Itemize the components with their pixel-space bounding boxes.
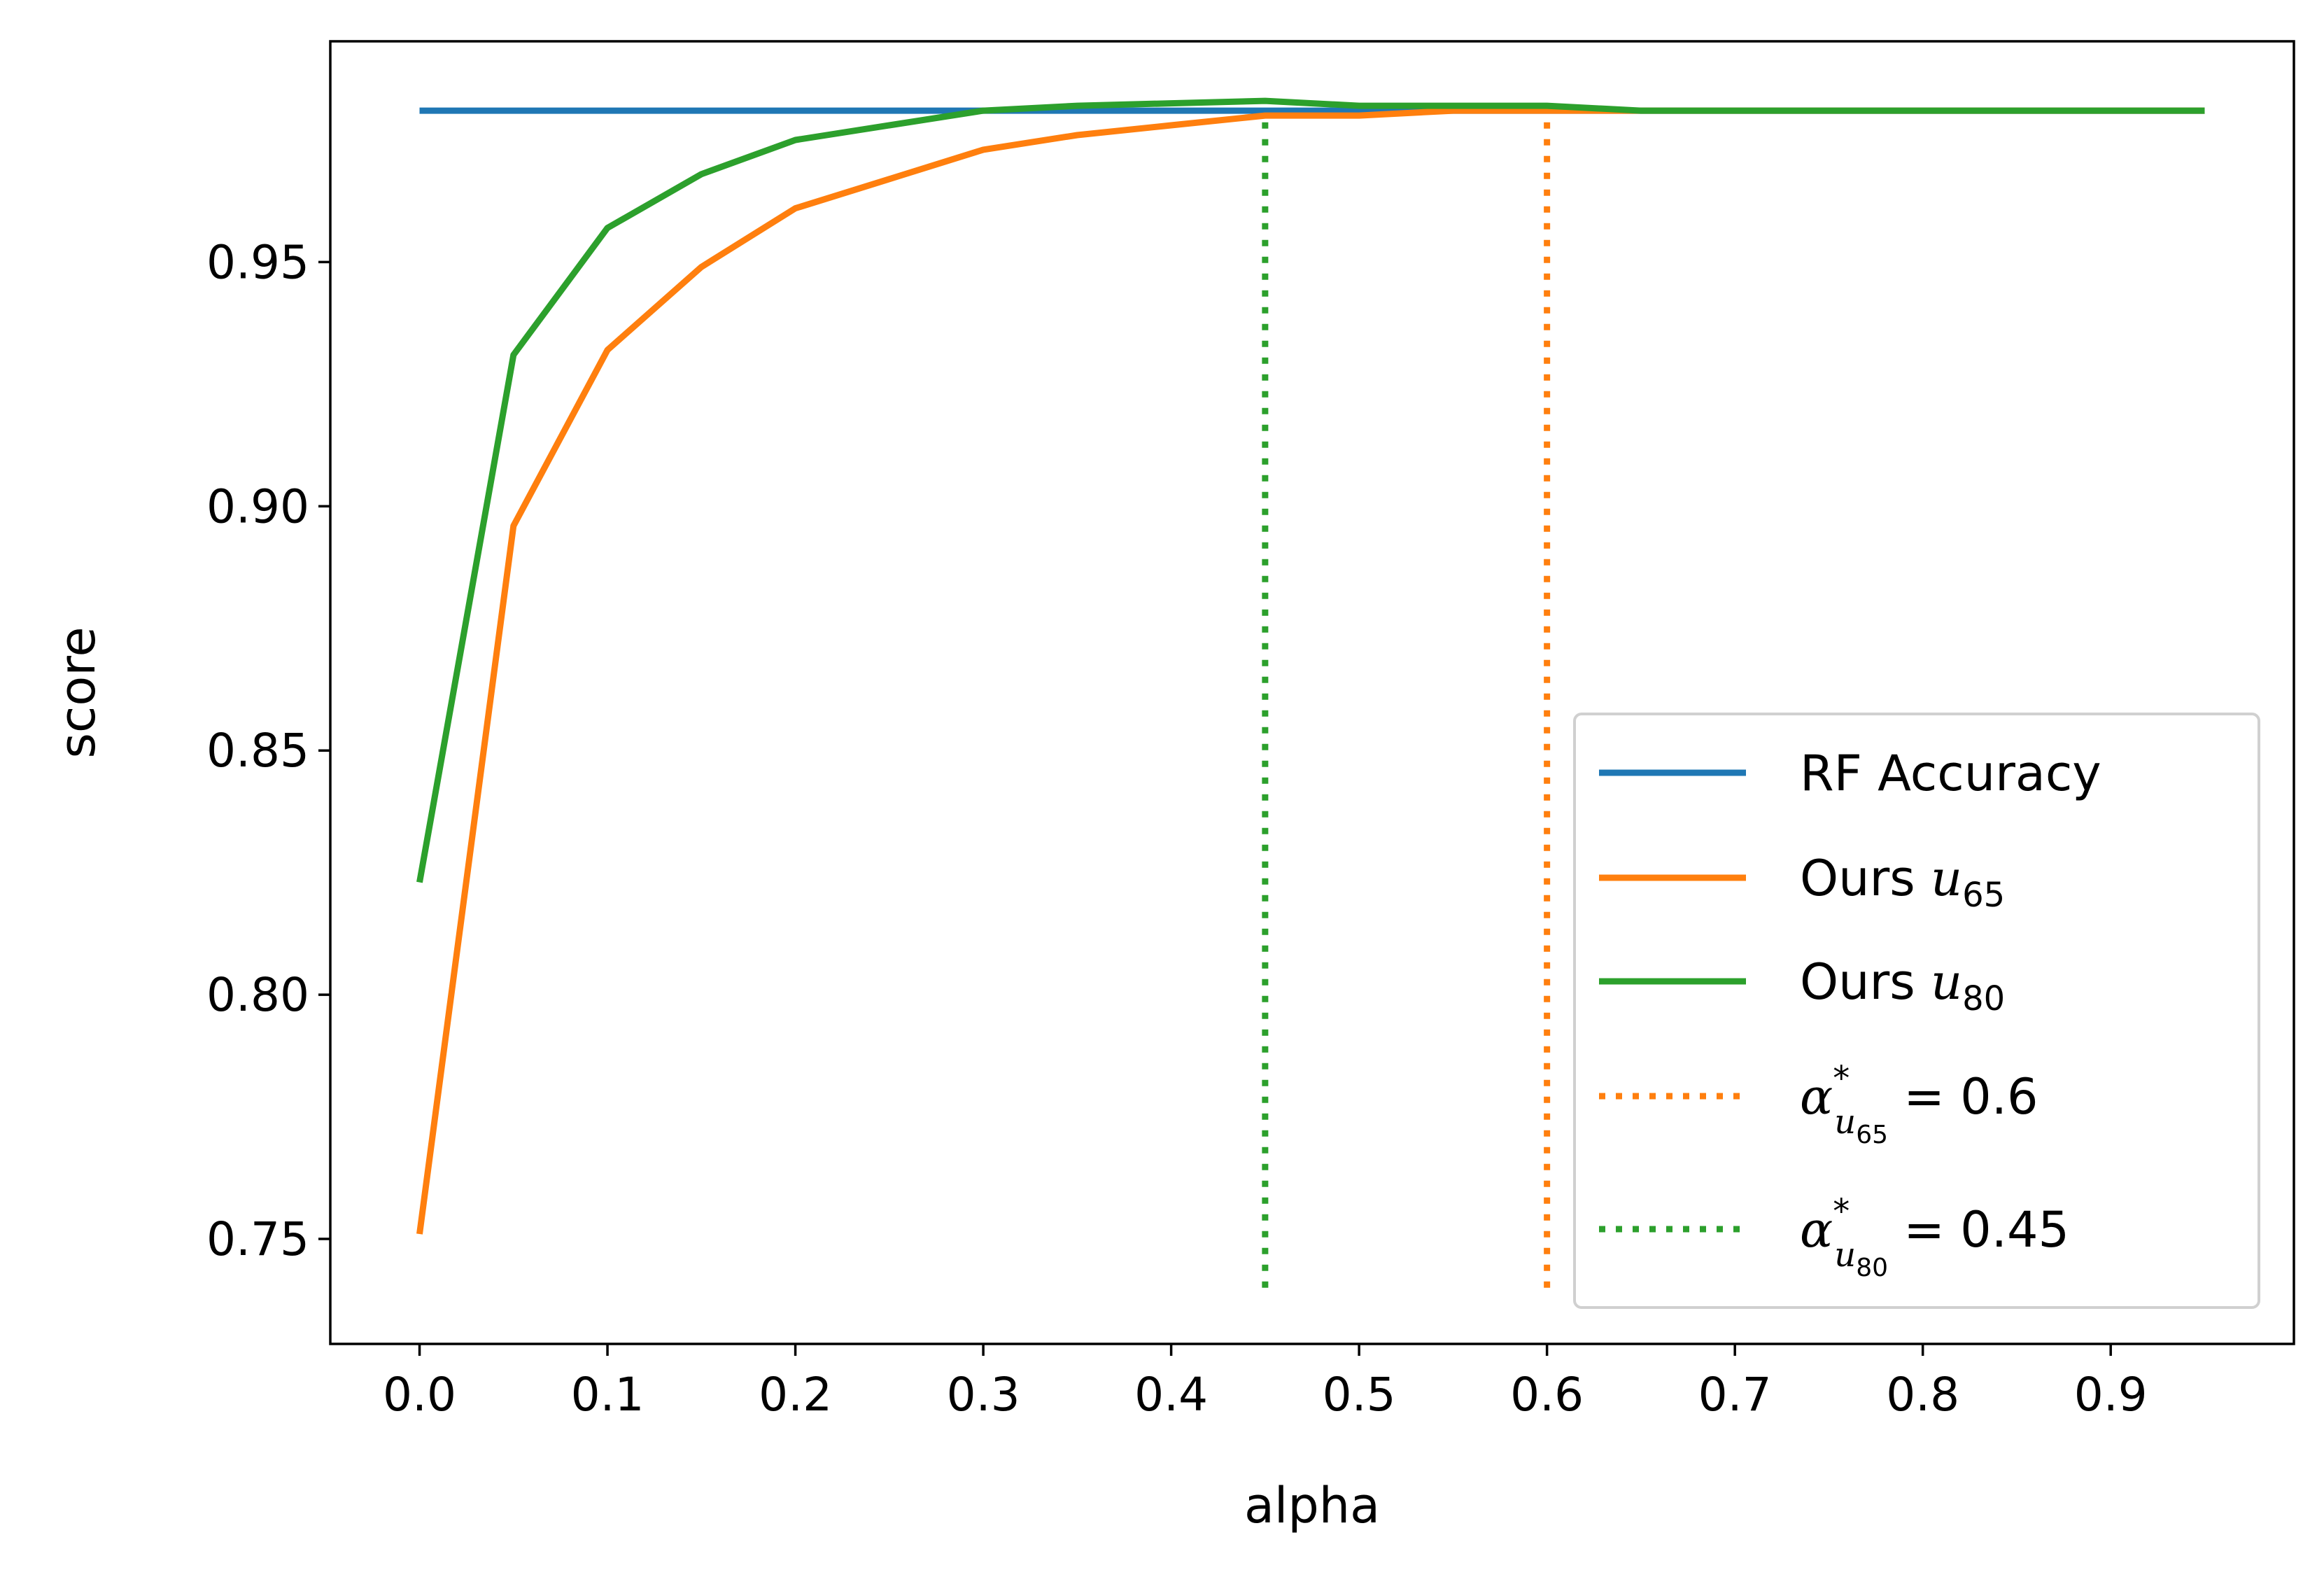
legend-box [1573,713,2260,1309]
legend-entry-4: α* u80 = 0.45 [1800,1192,2069,1282]
legend-entry-3: α* u65 = 0.6 [1800,1059,2038,1149]
x-tick-label: 0.6 [1510,1368,1584,1422]
x-axis-label: alpha [1244,1477,1380,1534]
x-tick-label: 0.1 [571,1368,645,1422]
y-tick-label: 0.80 [206,968,309,1022]
x-tick-label: 0.2 [759,1368,832,1422]
y-tick-label: 0.85 [206,724,309,778]
y-tick-label: 0.75 [206,1212,309,1266]
x-tick-label: 0.8 [1886,1368,1959,1422]
plot-area [416,97,2205,1288]
x-tick-label: 0.3 [947,1368,1020,1422]
x-tick-label: 0.4 [1134,1368,1208,1422]
y-tick-label: 0.90 [206,479,309,533]
x-tick-label: 0.9 [2074,1368,2148,1422]
legend: RF Accuracy Ours u65 Ours u80 α* u65 = 0.6 α*… [1573,713,2260,1309]
x-tick-label: 0.7 [1698,1368,1772,1422]
x-tick-label: 0.5 [1323,1368,1396,1422]
legend-entry-0: RF Accuracy [1800,745,2101,802]
x-tick-label: 0.0 [383,1368,456,1422]
plot-frame [329,40,2295,1345]
y-tick-label: 0.95 [206,235,309,289]
series-line-2 [416,97,2205,883]
y-axis-label: score [49,626,106,758]
legend-entry-2: Ours u80 [1800,953,2005,1018]
legend-entry-1: Ours u65 [1800,850,2005,915]
axes: 0.0 0.1 0.2 0.3 0.4 0.5 0.6 0.7 0.8 0.9 0.75 0.80 0.… [49,40,2295,1534]
